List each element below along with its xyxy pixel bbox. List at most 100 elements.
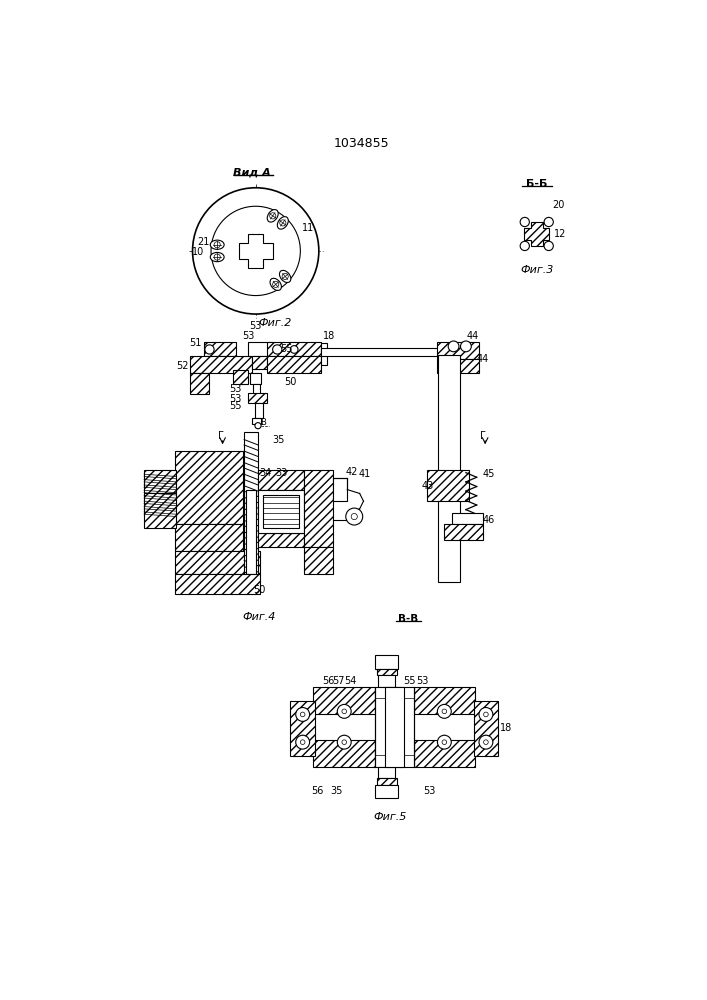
Circle shape (346, 508, 363, 525)
Circle shape (479, 735, 493, 749)
Circle shape (214, 254, 221, 260)
Bar (378, 767, 395, 778)
Text: 53: 53 (416, 676, 429, 686)
Bar (233, 370, 248, 384)
Circle shape (448, 341, 459, 352)
Bar (248, 342, 271, 356)
Bar (244, 432, 258, 574)
Circle shape (273, 345, 282, 354)
Bar (414, 687, 475, 714)
Bar (313, 740, 375, 767)
Bar (175, 524, 243, 551)
Bar (248, 393, 267, 403)
Bar (252, 418, 261, 424)
Bar (321, 343, 327, 365)
Bar (291, 701, 315, 756)
Text: 11: 11 (302, 223, 314, 233)
Text: 53: 53 (230, 384, 242, 394)
Bar (175, 451, 243, 524)
Text: 53: 53 (242, 331, 255, 341)
Bar (313, 687, 375, 714)
Bar (264, 495, 299, 528)
Text: 42: 42 (346, 467, 358, 477)
Bar (175, 551, 259, 574)
Circle shape (296, 708, 310, 721)
Circle shape (342, 709, 346, 714)
Bar (378, 675, 395, 687)
Text: 51: 51 (189, 338, 201, 348)
Text: 53: 53 (423, 786, 435, 796)
Bar (375, 687, 414, 767)
Text: 45: 45 (483, 469, 495, 479)
Text: В: В (260, 418, 267, 427)
Text: 34: 34 (259, 468, 271, 478)
Text: 12: 12 (554, 229, 567, 239)
Circle shape (255, 250, 257, 252)
Bar (426, 470, 469, 501)
Text: 43: 43 (421, 481, 433, 491)
Text: 1034855: 1034855 (334, 137, 390, 150)
Text: 55: 55 (404, 676, 416, 686)
Bar (414, 740, 475, 767)
Text: 41: 41 (359, 469, 371, 479)
Bar (377, 778, 397, 785)
Ellipse shape (277, 217, 288, 229)
Bar (258, 470, 304, 490)
Text: Г: Г (480, 431, 486, 441)
Text: 20: 20 (552, 200, 564, 210)
Circle shape (460, 341, 472, 352)
Bar (321, 348, 464, 356)
Text: 10: 10 (192, 247, 204, 257)
Circle shape (282, 273, 288, 280)
Text: 53: 53 (230, 394, 242, 404)
Text: В-В: В-В (398, 614, 419, 624)
Ellipse shape (210, 252, 224, 262)
Text: Фиг.5: Фиг.5 (374, 812, 407, 822)
Text: Б-Б: Б-Б (526, 179, 547, 189)
Circle shape (296, 735, 310, 749)
Text: 56: 56 (311, 786, 324, 796)
Bar (375, 655, 398, 669)
Circle shape (300, 712, 305, 717)
Circle shape (192, 188, 319, 314)
Bar (375, 785, 398, 798)
Ellipse shape (210, 240, 224, 249)
Ellipse shape (279, 270, 291, 283)
Bar (246, 490, 257, 574)
Bar (175, 574, 259, 594)
Bar (267, 342, 321, 356)
Text: Фиг.2: Фиг.2 (258, 318, 291, 328)
Circle shape (269, 213, 276, 219)
Circle shape (438, 704, 451, 718)
Text: 50: 50 (253, 585, 266, 595)
Text: 44: 44 (467, 331, 479, 341)
Bar (304, 470, 334, 547)
Text: 53: 53 (250, 321, 262, 331)
Bar (304, 547, 334, 574)
Bar (253, 384, 259, 396)
Text: 56: 56 (322, 676, 334, 686)
Text: 21: 21 (197, 237, 209, 247)
Circle shape (479, 708, 493, 721)
Circle shape (253, 249, 258, 253)
Bar (190, 373, 209, 394)
Bar (334, 478, 347, 501)
Bar (258, 490, 304, 533)
Text: 46: 46 (483, 515, 495, 525)
Bar (267, 356, 321, 373)
Polygon shape (525, 222, 549, 246)
Circle shape (484, 712, 489, 717)
Text: 55: 55 (229, 401, 242, 411)
Polygon shape (239, 234, 273, 268)
Text: Фиг.3: Фиг.3 (520, 265, 554, 275)
Bar (377, 669, 397, 675)
Text: Г: Г (218, 431, 224, 441)
Bar (438, 355, 460, 582)
Circle shape (442, 709, 447, 714)
Circle shape (342, 740, 346, 744)
Circle shape (300, 740, 305, 744)
Bar (452, 513, 483, 524)
Ellipse shape (270, 278, 281, 290)
Text: 55: 55 (280, 344, 293, 354)
Circle shape (211, 206, 300, 296)
